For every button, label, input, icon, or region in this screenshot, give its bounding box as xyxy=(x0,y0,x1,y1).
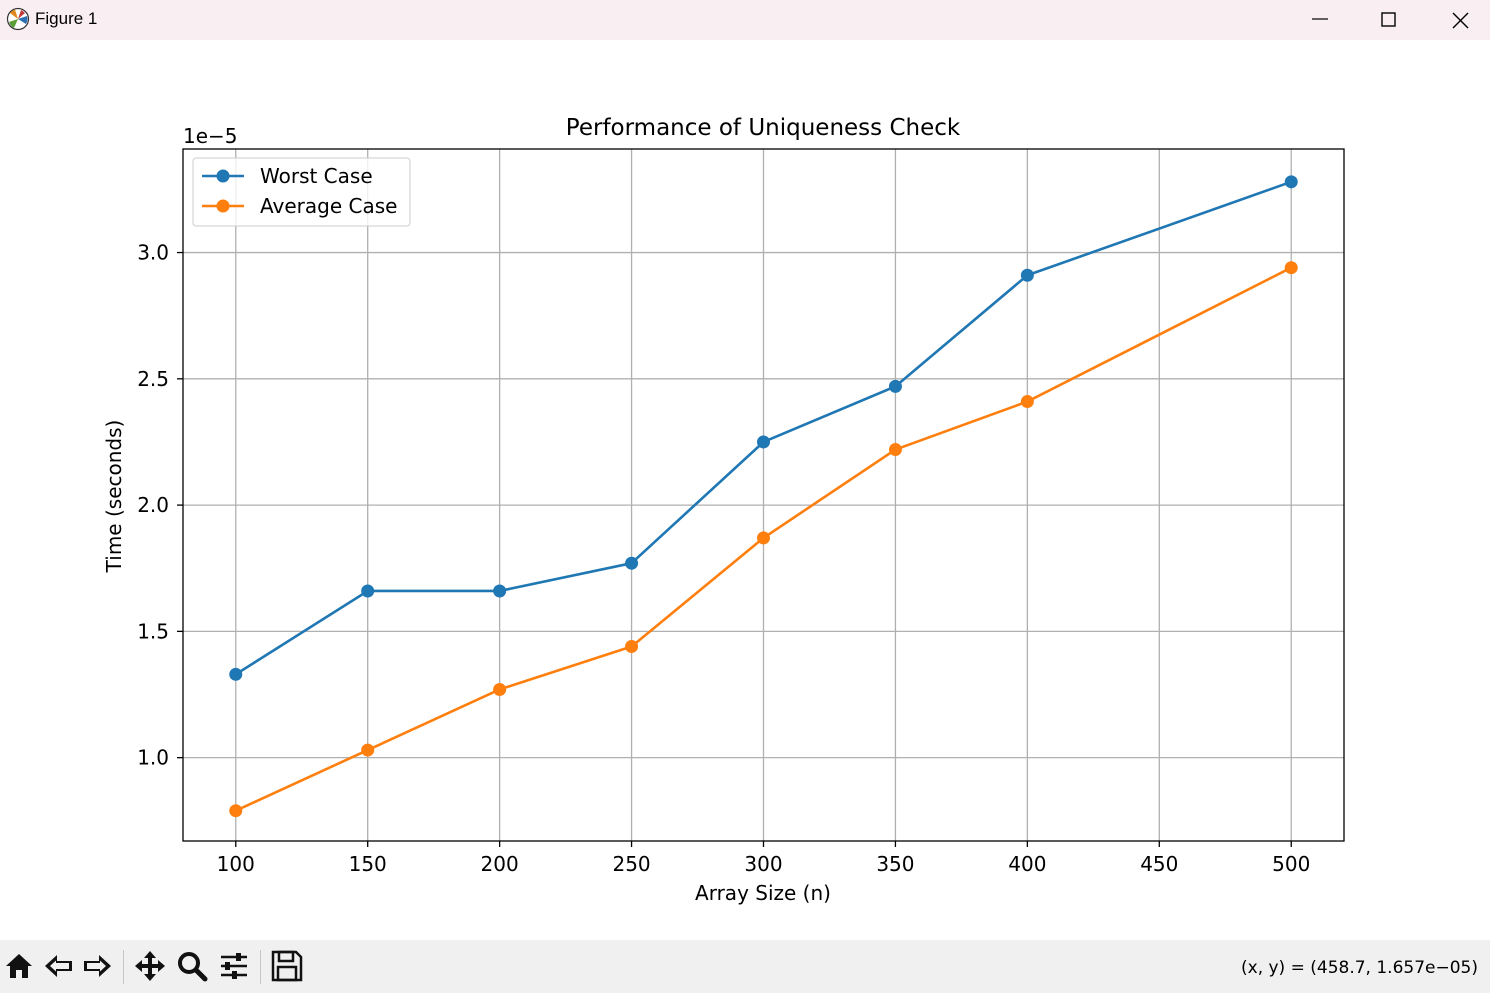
x-tick-label: 350 xyxy=(876,852,914,876)
navigation-toolbar: (x, y) = (458.7, 1.657e−05) xyxy=(0,940,1490,993)
data-point-worst-case xyxy=(493,584,507,598)
x-axis-label: Array Size (n) xyxy=(695,881,831,905)
x-tick-label: 450 xyxy=(1140,852,1178,876)
data-point-average-case xyxy=(1020,395,1034,409)
cursor-coordinates: (x, y) = (458.7, 1.657e−05) xyxy=(1241,958,1478,978)
pan-icon[interactable] xyxy=(133,949,167,983)
x-tick-label: 300 xyxy=(744,852,782,876)
maximize-button[interactable] xyxy=(1359,0,1419,40)
x-tick-label: 100 xyxy=(217,852,255,876)
legend: Worst Case Average Case xyxy=(192,157,411,227)
data-point-worst-case xyxy=(1020,268,1034,282)
x-tick-label: 250 xyxy=(612,852,650,876)
series-line-average-case xyxy=(235,266,1292,812)
data-point-worst-case xyxy=(625,556,639,570)
x-tick-label: 150 xyxy=(349,852,387,876)
series-line-worst-case xyxy=(235,180,1292,676)
maximize-icon xyxy=(1381,12,1396,27)
data-point-average-case xyxy=(625,640,639,654)
tick-layer: 100 150 200 250 300 350 400 450 500 1.0 1.5 2.0 2.5 3… xyxy=(137,241,1310,876)
toolbar-separator xyxy=(123,950,124,984)
y-tick-label: 3.0 xyxy=(137,241,169,265)
legend-marker-average-case xyxy=(216,199,230,213)
y-tick-label: 1.5 xyxy=(137,619,169,643)
y-tick-label: 2.0 xyxy=(137,493,169,517)
matplotlib-icon xyxy=(6,7,30,31)
close-button[interactable] xyxy=(1430,0,1490,40)
forward-arrow-icon[interactable] xyxy=(80,949,114,983)
home-icon[interactable] xyxy=(2,949,36,983)
legend-label-worst-case: Worst Case xyxy=(260,164,373,188)
y-tick-label: 1.0 xyxy=(137,746,169,770)
subplots-icon[interactable] xyxy=(217,949,251,983)
x-tick-label: 200 xyxy=(481,852,519,876)
data-point-worst-case xyxy=(888,379,902,393)
figure-canvas[interactable]: 100 150 200 250 300 350 400 450 500 1.0 1.5 2.0 2.5 3… xyxy=(0,40,1490,940)
legend-label-average-case: Average Case xyxy=(260,194,397,218)
series-layer xyxy=(229,175,1298,818)
y-tick-label: 2.5 xyxy=(137,367,169,391)
chart: 100 150 200 250 300 350 400 450 500 1.0 1.5 2.0 2.5 3… xyxy=(102,115,1345,905)
data-point-worst-case xyxy=(229,667,243,681)
data-point-average-case xyxy=(361,743,375,757)
back-arrow-icon[interactable] xyxy=(42,949,76,983)
toolbar-separator xyxy=(260,950,261,984)
window-titlebar: Figure 1 xyxy=(0,0,1490,40)
data-point-average-case xyxy=(888,443,902,457)
y-axis-label: Time (seconds) xyxy=(102,420,126,574)
data-point-worst-case xyxy=(361,584,375,598)
y-offset-label: 1e−5 xyxy=(183,124,238,148)
chart-title: Performance of Uniqueness Check xyxy=(566,115,961,141)
data-point-average-case xyxy=(757,531,770,545)
data-point-average-case xyxy=(229,804,243,818)
data-point-worst-case xyxy=(1284,175,1298,189)
x-tick-label: 500 xyxy=(1272,852,1310,876)
grid-layer xyxy=(183,149,1344,841)
minimize-icon xyxy=(1312,18,1328,20)
close-icon xyxy=(1452,12,1469,29)
zoom-icon[interactable] xyxy=(175,949,209,983)
data-point-worst-case xyxy=(757,435,770,449)
data-point-average-case xyxy=(493,682,507,696)
save-icon[interactable] xyxy=(270,949,304,983)
legend-marker-worst-case xyxy=(216,169,230,183)
data-point-average-case xyxy=(1284,261,1298,275)
x-tick-label: 400 xyxy=(1008,852,1046,876)
legend-frame xyxy=(192,157,411,227)
minimize-button[interactable] xyxy=(1290,0,1350,40)
window-title: Figure 1 xyxy=(35,9,98,28)
